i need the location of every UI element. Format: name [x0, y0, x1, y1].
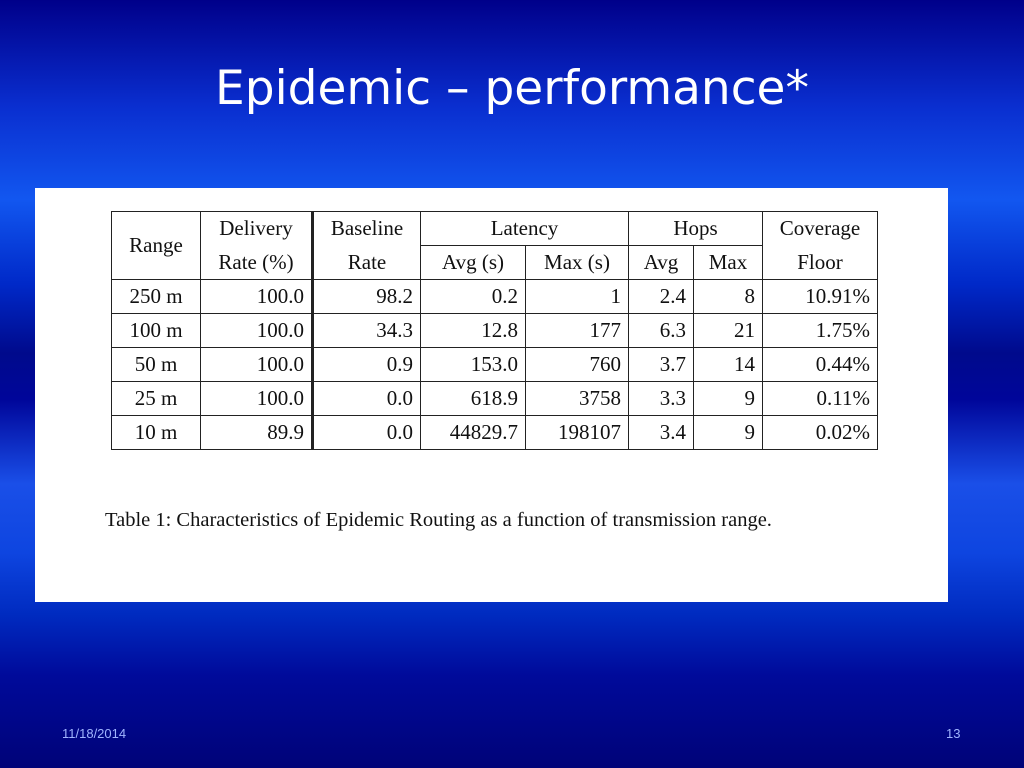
header-baseline-rate: Rate — [311, 245, 421, 280]
header-latency: Latency — [420, 211, 629, 246]
cell-baseline-rate: 0.0 — [311, 415, 421, 450]
cell-hops-max: 9 — [693, 381, 763, 416]
cell-delivery-rate: 100.0 — [200, 347, 313, 382]
cell-hops-avg: 2.4 — [628, 279, 694, 314]
table-row: 250 m 100.0 98.2 0.2 1 2.4 8 10.91% — [111, 279, 878, 314]
cell-hops-avg: 3.7 — [628, 347, 694, 382]
cell-delivery-rate: 100.0 — [200, 279, 313, 314]
cell-hops-max: 14 — [693, 347, 763, 382]
cell-latency-avg: 12.8 — [420, 313, 526, 348]
table-header-row: Range Delivery Baseline Latency Hops Cov… — [111, 211, 878, 280]
cell-baseline-rate: 34.3 — [311, 313, 421, 348]
cell-range: 250 m — [111, 279, 201, 314]
header-latency-max: Max (s) — [525, 245, 629, 280]
footer-date: 11/18/2014 — [62, 726, 127, 741]
cell-latency-max: 3758 — [525, 381, 629, 416]
cell-hops-avg: 3.3 — [628, 381, 694, 416]
table-row: 10 m 89.9 0.0 44829.7 198107 3.4 9 0.02% — [111, 415, 878, 450]
cell-range: 50 m — [111, 347, 201, 382]
cell-coverage-floor: 0.44% — [762, 347, 878, 382]
cell-coverage-floor: 0.02% — [762, 415, 878, 450]
cell-latency-avg: 44829.7 — [420, 415, 526, 450]
header-coverage: Coverage — [762, 211, 878, 246]
cell-coverage-floor: 10.91% — [762, 279, 878, 314]
cell-hops-max: 9 — [693, 415, 763, 450]
cell-latency-max: 177 — [525, 313, 629, 348]
cell-hops-max: 21 — [693, 313, 763, 348]
cell-latency-avg: 0.2 — [420, 279, 526, 314]
header-hops: Hops — [628, 211, 763, 246]
table-subheader-row: Rate (%) Rate Avg (s) Max (s) Avg Max Fl… — [112, 245, 878, 280]
table-row: 100 m 100.0 34.3 12.8 177 6.3 21 1.75% — [111, 313, 878, 348]
cell-coverage-floor: 0.11% — [762, 381, 878, 416]
table-caption: Table 1: Characteristics of Epidemic Rou… — [105, 509, 772, 531]
header-hops-avg: Avg — [628, 245, 694, 280]
cell-delivery-rate: 100.0 — [200, 381, 313, 416]
cell-hops-avg: 6.3 — [628, 313, 694, 348]
cell-coverage-floor: 1.75% — [762, 313, 878, 348]
results-table: Range Delivery Baseline Latency Hops Cov… — [111, 211, 878, 450]
header-baseline: Baseline — [311, 211, 421, 246]
cell-latency-max: 760 — [525, 347, 629, 382]
cell-latency-max: 1 — [525, 279, 629, 314]
cell-range: 10 m — [111, 415, 201, 450]
cell-baseline-rate: 0.0 — [311, 381, 421, 416]
cell-latency-avg: 618.9 — [420, 381, 526, 416]
table-figure: Range Delivery Baseline Latency Hops Cov… — [35, 188, 948, 602]
cell-baseline-rate: 0.9 — [311, 347, 421, 382]
slide-title: Epidemic – performance* — [215, 61, 809, 116]
cell-latency-max: 198107 — [525, 415, 629, 450]
header-hops-max: Max — [693, 245, 763, 280]
cell-delivery-rate: 100.0 — [200, 313, 313, 348]
header-coverage-floor: Floor — [762, 245, 878, 280]
page-number: 13 — [946, 726, 961, 741]
cell-hops-max: 8 — [693, 279, 763, 314]
cell-hops-avg: 3.4 — [628, 415, 694, 450]
cell-baseline-rate: 98.2 — [311, 279, 421, 314]
table-row: 50 m 100.0 0.9 153.0 760 3.7 14 0.44% — [111, 347, 878, 382]
header-delivery-rate: Rate (%) — [200, 245, 313, 280]
table-row: 25 m 100.0 0.0 618.9 3758 3.3 9 0.11% — [111, 381, 878, 416]
cell-range: 25 m — [111, 381, 201, 416]
cell-range: 100 m — [111, 313, 201, 348]
cell-delivery-rate: 89.9 — [200, 415, 313, 450]
header-range: Range — [111, 211, 201, 280]
header-delivery: Delivery — [200, 211, 313, 246]
header-latency-avg: Avg (s) — [420, 245, 526, 280]
cell-latency-avg: 153.0 — [420, 347, 526, 382]
